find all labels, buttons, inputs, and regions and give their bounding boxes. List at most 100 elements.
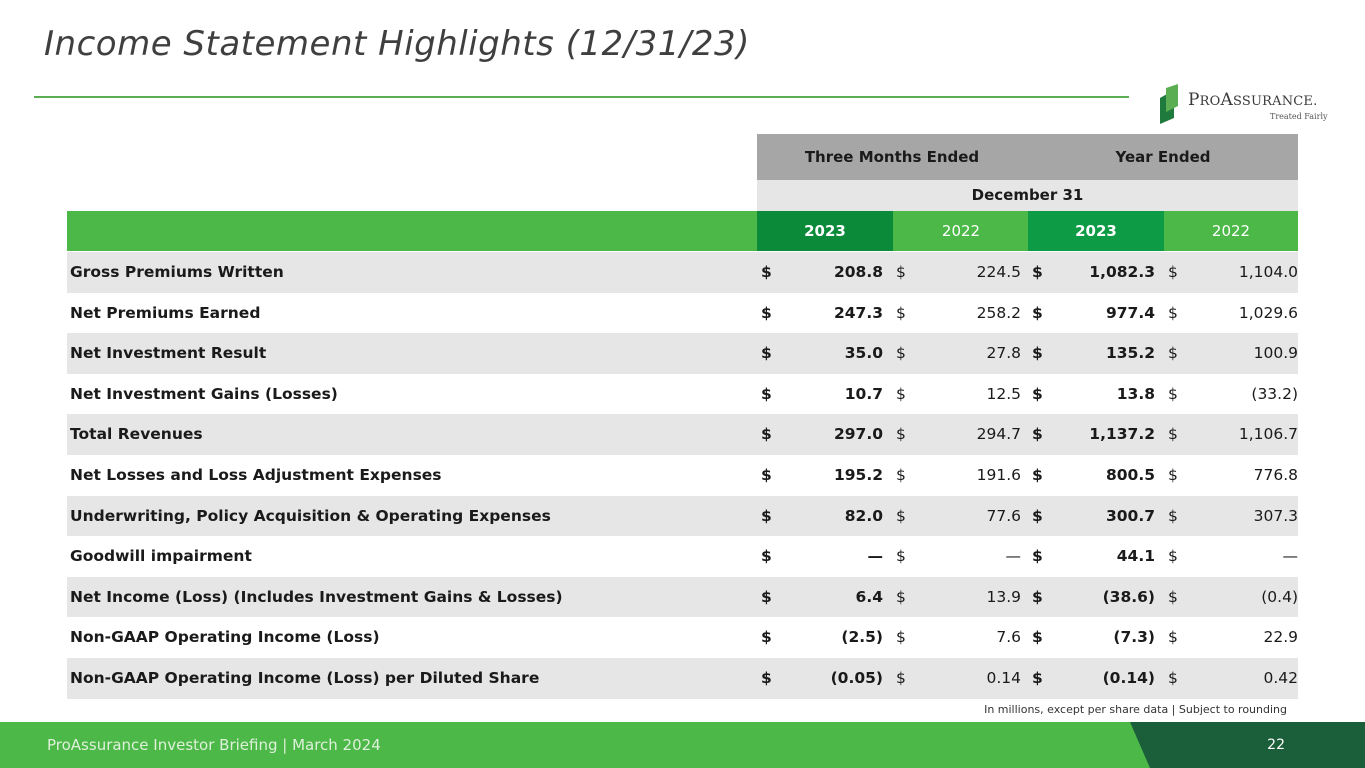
cell-q4-2023: 35.0 bbox=[844, 344, 883, 363]
currency-sign: $ bbox=[761, 587, 772, 606]
currency-sign: $ bbox=[896, 263, 906, 281]
cell-fy-2022: (33.2) bbox=[1251, 384, 1298, 403]
cell-q4-2023: 82.0 bbox=[844, 506, 883, 525]
cell-fy-2023: 800.5 bbox=[1105, 465, 1155, 484]
cell-q4-2022: 13.9 bbox=[986, 587, 1021, 606]
currency-sign: $ bbox=[896, 425, 906, 444]
currency-sign: $ bbox=[761, 628, 772, 647]
currency-sign: $ bbox=[896, 668, 906, 687]
currency-sign: $ bbox=[1032, 303, 1043, 322]
income-table: Gross Premiums Written $ 208.8 $ 224.5 $… bbox=[67, 252, 1298, 699]
logo-tagline: Treated Fairly bbox=[1270, 112, 1328, 121]
currency-sign: $ bbox=[761, 668, 772, 687]
currency-sign: $ bbox=[761, 547, 772, 566]
cell-q4-2023: 208.8 bbox=[833, 263, 883, 281]
row-label: Net Income (Loss) (Includes Investment G… bbox=[70, 587, 563, 606]
currency-sign: $ bbox=[1168, 425, 1178, 444]
cell-q4-2023: 10.7 bbox=[844, 384, 883, 403]
currency-sign: $ bbox=[896, 303, 906, 322]
cell-fy-2023: 44.1 bbox=[1116, 547, 1155, 566]
cell-fy-2023: 1,137.2 bbox=[1089, 425, 1155, 444]
cell-fy-2022: 22.9 bbox=[1263, 628, 1298, 647]
currency-sign: $ bbox=[761, 344, 772, 363]
header-year-ended: Year Ended bbox=[1115, 148, 1211, 166]
cell-q4-2022: 77.6 bbox=[986, 506, 1021, 525]
table-row: Non-GAAP Operating Income (Loss) $ (2.5)… bbox=[67, 617, 1298, 658]
row-label: Net Investment Gains (Losses) bbox=[70, 384, 338, 403]
currency-sign: $ bbox=[1032, 547, 1043, 566]
year-col-4: 2022 bbox=[1211, 222, 1251, 240]
row-label: Total Revenues bbox=[70, 425, 203, 444]
year-col-1: 2023 bbox=[757, 211, 893, 251]
currency-sign: $ bbox=[1168, 344, 1178, 363]
cell-q4-2023: 195.2 bbox=[833, 465, 883, 484]
table-row: Net Investment Gains (Losses) $ 10.7 $ 1… bbox=[67, 374, 1298, 415]
currency-sign: $ bbox=[761, 263, 772, 281]
currency-sign: $ bbox=[761, 303, 772, 322]
year-header-row: 2023 2022 2023 2022 bbox=[67, 211, 1298, 251]
cell-fy-2023: 300.7 bbox=[1105, 506, 1155, 525]
currency-sign: $ bbox=[896, 506, 906, 525]
table-row: Gross Premiums Written $ 208.8 $ 224.5 $… bbox=[67, 252, 1298, 293]
row-label: Non-GAAP Operating Income (Loss) bbox=[70, 628, 380, 647]
footnote: In millions, except per share data | Sub… bbox=[984, 703, 1287, 716]
currency-sign: $ bbox=[1168, 384, 1178, 403]
currency-sign: $ bbox=[1032, 628, 1043, 647]
currency-sign: $ bbox=[896, 628, 906, 647]
currency-sign: $ bbox=[1032, 384, 1043, 403]
currency-sign: $ bbox=[1168, 668, 1178, 687]
table-row: Total Revenues $ 297.0 $ 294.7 $ 1,137.2… bbox=[67, 414, 1298, 455]
currency-sign: $ bbox=[896, 587, 906, 606]
cell-fy-2022: 1,106.7 bbox=[1238, 425, 1298, 444]
currency-sign: $ bbox=[1168, 628, 1178, 647]
row-label: Gross Premiums Written bbox=[70, 263, 284, 281]
cell-q4-2023: 247.3 bbox=[833, 303, 883, 322]
table-row: Underwriting, Policy Acquisition & Opera… bbox=[67, 495, 1298, 537]
cell-q4-2022: 12.5 bbox=[986, 384, 1021, 403]
table-row: Net Losses and Loss Adjustment Expenses … bbox=[67, 455, 1298, 496]
proassurance-logo: PROASSURANCE. Treated Fairly bbox=[1156, 84, 1336, 126]
title-divider bbox=[34, 96, 1129, 98]
table-row: Net Income (Loss) (Includes Investment G… bbox=[67, 576, 1298, 618]
cell-q4-2023: (2.5) bbox=[841, 628, 883, 647]
cell-q4-2022: 258.2 bbox=[976, 303, 1021, 322]
cell-fy-2022: 1,104.0 bbox=[1238, 263, 1298, 281]
cell-q4-2022: 0.14 bbox=[986, 668, 1021, 687]
currency-sign: $ bbox=[1168, 587, 1178, 606]
cell-fy-2022: 776.8 bbox=[1253, 465, 1298, 484]
currency-sign: $ bbox=[1168, 547, 1178, 566]
currency-sign: $ bbox=[1168, 465, 1178, 484]
currency-sign: $ bbox=[1032, 263, 1043, 281]
row-label: Goodwill impairment bbox=[70, 547, 252, 566]
cell-q4-2022: 27.8 bbox=[986, 344, 1021, 363]
cell-fy-2023: 1,082.3 bbox=[1089, 263, 1155, 281]
cell-q4-2022: 294.7 bbox=[976, 425, 1021, 444]
page-title: Income Statement Highlights (12/31/23) bbox=[44, 24, 750, 64]
cell-q4-2023: 6.4 bbox=[855, 587, 883, 606]
currency-sign: $ bbox=[1032, 587, 1043, 606]
row-label: Net Premiums Earned bbox=[70, 303, 261, 322]
currency-sign: $ bbox=[896, 344, 906, 363]
header-three-months: Three Months Ended bbox=[804, 148, 980, 166]
cell-fy-2023: (7.3) bbox=[1113, 628, 1155, 647]
cell-fy-2022: 1,029.6 bbox=[1238, 303, 1298, 322]
cell-q4-2022: 224.5 bbox=[976, 263, 1021, 281]
currency-sign: $ bbox=[761, 506, 772, 525]
header-date: December 31 bbox=[757, 180, 1298, 211]
currency-sign: $ bbox=[1168, 303, 1178, 322]
currency-sign: $ bbox=[761, 384, 772, 403]
currency-sign: $ bbox=[896, 547, 906, 566]
leaf-logo-icon bbox=[1160, 84, 1178, 124]
cell-fy-2022: (0.4) bbox=[1261, 587, 1298, 606]
row-label: Net Losses and Loss Adjustment Expenses bbox=[70, 465, 442, 484]
table-row: Goodwill impairment $ — $ — $ 44.1 $ — bbox=[67, 536, 1298, 577]
cell-q4-2023: — bbox=[867, 547, 884, 566]
cell-fy-2023: 13.8 bbox=[1116, 384, 1155, 403]
table-row: Net Investment Result $ 35.0 $ 27.8 $ 13… bbox=[67, 333, 1298, 374]
cell-fy-2022: 0.42 bbox=[1263, 668, 1298, 687]
currency-sign: $ bbox=[1032, 465, 1043, 484]
table-row: Non-GAAP Operating Income (Loss) per Dil… bbox=[67, 657, 1298, 699]
cell-fy-2022: 307.3 bbox=[1253, 506, 1298, 525]
cell-fy-2023: (38.6) bbox=[1102, 587, 1155, 606]
currency-sign: $ bbox=[1032, 425, 1043, 444]
